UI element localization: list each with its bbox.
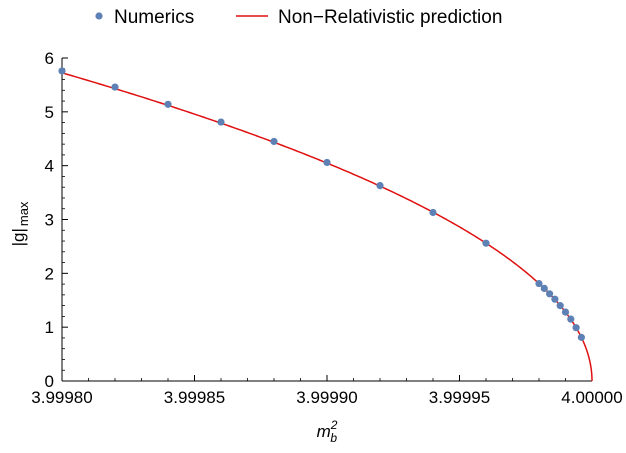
data-point xyxy=(540,284,548,293)
data-point xyxy=(270,137,278,146)
data-point xyxy=(567,315,575,323)
data-point xyxy=(577,333,586,341)
y-axis-label-sub: max xyxy=(16,201,31,226)
x-axis-label: m2 b xyxy=(317,418,338,445)
data-points xyxy=(58,67,586,341)
x-tick-label: 3.99985 xyxy=(164,388,225,407)
data-point xyxy=(561,308,570,316)
y-tick-label: 6 xyxy=(45,49,54,68)
x-ticks: 3.99980 3.99985 3.99990 3.99995 4.00000 xyxy=(31,375,623,407)
legend: Numerics Non−Relativistic prediction xyxy=(95,7,502,28)
x-axis-label-sub: b xyxy=(330,431,337,445)
y-tick-label: 0 xyxy=(45,372,54,391)
x-tick-label: 3.99980 xyxy=(31,388,92,407)
data-point xyxy=(535,279,543,288)
data-point xyxy=(551,295,559,303)
data-point xyxy=(164,100,172,108)
legend-label-numerics: Numerics xyxy=(114,7,194,28)
y-ticks: 0 1 2 3 4 5 6 xyxy=(45,49,68,391)
x-axis-label-base: m xyxy=(317,422,331,441)
y-axis-label-main: |g| xyxy=(9,228,28,246)
data-point xyxy=(111,83,119,91)
y-tick-label: 5 xyxy=(45,103,54,122)
y-tick-label: 2 xyxy=(45,264,54,283)
y-tick-label: 1 xyxy=(45,318,54,337)
y-tick-label: 3 xyxy=(45,211,54,230)
legend-marker-numerics xyxy=(95,12,103,20)
x-tick-label: 3.99995 xyxy=(429,388,490,407)
y-tick-label: 4 xyxy=(45,157,54,176)
plot-frame xyxy=(61,58,592,382)
legend-label-prediction: Non−Relativistic prediction xyxy=(278,7,502,28)
data-point xyxy=(546,290,554,298)
data-point xyxy=(323,158,331,167)
prediction-curve xyxy=(61,72,593,381)
data-point xyxy=(556,302,564,310)
x-tick-label: 3.99990 xyxy=(296,388,357,407)
data-point xyxy=(376,181,384,190)
data-point xyxy=(58,67,66,75)
data-point xyxy=(482,239,490,247)
x-tick-label: 4.00000 xyxy=(561,388,622,407)
data-point xyxy=(429,208,437,217)
data-point xyxy=(572,324,580,332)
x-axis-label-sup: 2 xyxy=(330,418,338,432)
y-axis-label: |g| max xyxy=(9,201,31,246)
data-point xyxy=(217,118,225,126)
